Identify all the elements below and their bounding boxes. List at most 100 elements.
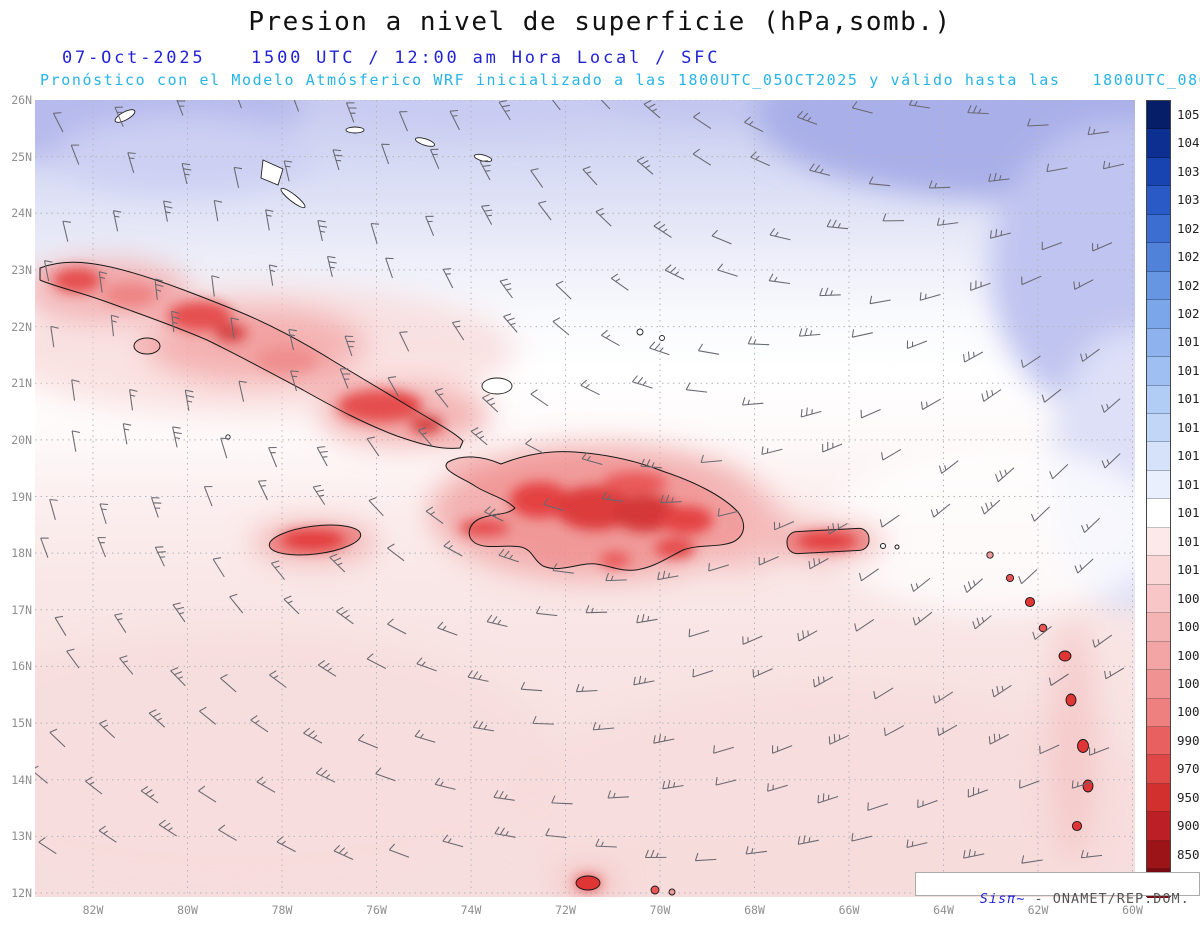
lon-label: 74W: [460, 903, 482, 917]
colorbar-label: 1010: [1177, 562, 1200, 578]
colorbar-segment: [1147, 556, 1170, 585]
lat-label: 14N: [11, 772, 32, 787]
page-title: Presion a nivel de superficie (hPa,somb.…: [248, 7, 952, 37]
colorbar-segment: [1147, 413, 1170, 443]
colorbar-segment: [1147, 527, 1170, 557]
colorbar-label: 1019: [1177, 334, 1200, 350]
colorbar-label: 1030: [1177, 192, 1200, 208]
lat-label: 16N: [11, 659, 32, 674]
colorbar-label: 900: [1177, 818, 1200, 834]
colorbar-label: 1050: [1177, 106, 1200, 122]
colorbar-segment: [1147, 584, 1170, 614]
colorbar-label: 850: [1177, 846, 1200, 862]
forecast-date: 07-Oct-2025: [62, 48, 206, 68]
colorbar-label: 1035: [1177, 163, 1200, 179]
colorbar-segment: [1147, 613, 1170, 642]
colorbar-label: 1012: [1177, 533, 1200, 549]
isla-juventud-island: [133, 337, 161, 355]
bahamas-islands: [114, 109, 665, 440]
colorbar-label: 1014: [1177, 476, 1200, 492]
colorbar-label: 1002: [1177, 676, 1200, 692]
colorbar-label: 1040: [1177, 135, 1200, 151]
watermark-brand: Sisπ~: [979, 891, 1026, 907]
puerto-rico-island: [786, 527, 870, 555]
lon-label: 68W: [744, 903, 765, 917]
colorbar-segment: [1147, 271, 1170, 301]
colorbar-segment: [1147, 357, 1170, 386]
forecast-valid-time: 1500 UTC / 12:00 am Hora Local / SFC: [251, 48, 721, 68]
lon-label: 80W: [177, 903, 198, 917]
colorbar-segment: [1147, 157, 1170, 187]
colorbar-segment: [1147, 840, 1170, 870]
lat-label: 15N: [11, 716, 32, 731]
cuba-island: [39, 261, 464, 449]
colorbar-segment: [1147, 101, 1170, 130]
lat-label: 19N: [11, 489, 32, 504]
colorbar-label: 990: [1177, 732, 1200, 748]
islands: [39, 261, 900, 571]
colorbar-segment: [1147, 670, 1170, 699]
colorbar-label: 1022: [1177, 277, 1200, 293]
colorbar-label: 1004: [1177, 647, 1200, 663]
colorbar-label: 950: [1177, 789, 1200, 805]
colorbar-label: 1013: [1177, 505, 1200, 521]
small-island: [880, 543, 886, 549]
colorbar-segment: [1147, 300, 1170, 329]
colorbar-segment: [1147, 442, 1170, 471]
lat-label: 12N: [11, 886, 32, 900]
colorbar-label: 1015: [1177, 448, 1200, 464]
lon-label: 72W: [555, 903, 576, 917]
colorbar-segment: [1147, 470, 1170, 500]
colorbar-label: 1018: [1177, 362, 1200, 378]
lat-label: 13N: [11, 829, 32, 844]
colorbar-segment: [1147, 214, 1170, 244]
lat-label: 23N: [11, 262, 32, 277]
colorbar-segment: [1147, 755, 1170, 784]
lon-label: 66W: [838, 903, 860, 917]
colorbar-label: 1028: [1177, 220, 1200, 236]
colorbar-label: 1020: [1177, 305, 1200, 321]
hispaniola-island: [445, 451, 745, 571]
colorbar-segment: [1147, 328, 1170, 358]
colorbar-label: 1016: [1177, 419, 1200, 435]
lon-label: 70W: [649, 903, 671, 917]
colorbar-labels: 1050 1040 1035 1030 1028 1025 1022 1020 1019 1018…: [1177, 100, 1200, 897]
colorbar-segment: [1147, 499, 1170, 528]
lat-label: 24N: [11, 206, 32, 221]
lat-label: 22N: [11, 319, 32, 334]
lon-label: 62W: [1027, 903, 1049, 917]
pressure-map-canvas: [35, 100, 1135, 897]
colorbar-segment: [1147, 385, 1170, 414]
map-area: 26N 25N 24N 23N 22N 21N 20N 19N 18N 17N 16N 15N 14N 1…: [0, 93, 1200, 927]
jamaica-island: [268, 524, 362, 556]
lon-label: 82W: [82, 903, 104, 917]
colorbar-segment: [1147, 726, 1170, 756]
low-pressure-shading: [35, 445, 1135, 897]
colorbar-segment: [1147, 186, 1170, 215]
wind-barbs: [35, 100, 1125, 864]
colorbar-segment: [1147, 243, 1170, 272]
lat-label: 26N: [11, 93, 32, 107]
colorbar-label: 970: [1177, 761, 1200, 777]
small-island: [894, 544, 900, 550]
colorbar-segment: [1147, 129, 1170, 158]
colorbar-label: 1006: [1177, 619, 1200, 635]
colorbar-label: 1008: [1177, 590, 1200, 606]
colorbar-segment: [1147, 698, 1170, 727]
colorbar-legend: [1146, 100, 1171, 898]
lat-label: 18N: [11, 546, 32, 561]
lon-label: 64W: [926, 903, 962, 917]
lat-label: 25N: [11, 149, 32, 164]
forecast-description: Pronóstico con el Modelo Atmósferico WRF…: [40, 71, 1200, 89]
watermark-text: - ONAMET/REP.DOM.: [1025, 891, 1190, 907]
watermark: Sisπ~ - ONAMET/REP.DOM.: [915, 872, 1200, 907]
colorbar-segment: [1147, 783, 1170, 813]
lon-label: 78W: [271, 903, 293, 917]
lon-label: 76W: [366, 903, 387, 917]
colorbar-label: 1025: [1177, 249, 1200, 265]
colorbar-label: 1000: [1177, 704, 1200, 720]
lon-label: 60W: [1122, 903, 1143, 917]
lat-label: 21N: [11, 376, 32, 391]
colorbar-segment: [1147, 641, 1170, 671]
